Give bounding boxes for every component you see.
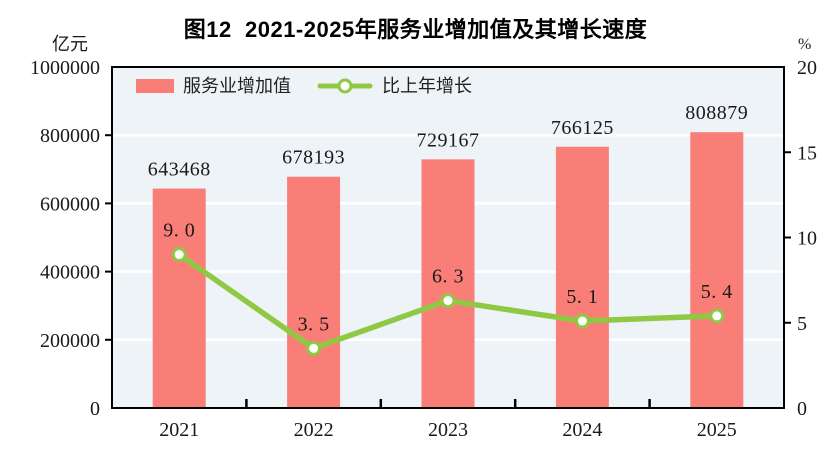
right-axis-unit: %	[798, 36, 812, 53]
left-axis-tick-label: 600000	[40, 193, 100, 215]
left-axis-tick-label: 400000	[40, 262, 100, 284]
bar-value-label: 729167	[417, 129, 480, 151]
right-axis-tick-label: 10	[797, 228, 817, 250]
x-axis-label-2021: 2021	[159, 419, 199, 441]
left-axis-tick-label: 800000	[40, 125, 100, 147]
left-axis-tick-label: 1000000	[30, 57, 100, 79]
legend-line-marker-icon	[317, 78, 373, 94]
bar-value-label: 766125	[551, 117, 614, 139]
chart-title: 图12 2021-2025年服务业增加值及其增长速度	[183, 17, 648, 42]
line-value-label: 9. 0	[163, 220, 195, 242]
line-marker-2022	[306, 340, 322, 356]
line-marker-2021	[171, 247, 187, 263]
line-marker-2023	[440, 293, 456, 309]
left-axis-unit: 亿元	[52, 34, 88, 54]
bar-2024	[555, 146, 609, 408]
legend-line-label: 比上年增长	[382, 76, 472, 96]
left-axis-tick-label: 200000	[40, 330, 100, 352]
right-axis-tick-label: 0	[797, 398, 807, 420]
line-marker-2025	[709, 308, 725, 324]
left-axis-tick-label: 0	[90, 398, 100, 420]
legend-bar-swatch-icon	[136, 79, 174, 93]
line-marker-2024	[574, 313, 590, 329]
bar-value-label: 643468	[148, 159, 211, 181]
line-value-label: 5. 4	[701, 281, 733, 303]
right-axis-tick-label: 20	[797, 57, 817, 79]
bar-2023	[421, 159, 475, 408]
x-axis-label-2023: 2023	[428, 419, 468, 441]
line-value-label: 5. 1	[566, 286, 598, 308]
bar-value-label: 678193	[282, 147, 345, 169]
x-axis-label-2025: 2025	[697, 419, 737, 441]
x-axis-label-2024: 2024	[562, 419, 602, 441]
right-axis-tick-label: 5	[797, 313, 807, 335]
right-axis-tick-label: 15	[797, 142, 817, 164]
bar-2025	[690, 132, 744, 409]
legend-bar-label: 服务业增加值	[183, 76, 291, 96]
line-value-label: 3. 5	[298, 313, 330, 335]
line-value-label: 6. 3	[432, 266, 464, 288]
bar-2022	[287, 176, 341, 408]
legend: 服务业增加值 比上年增长	[136, 77, 472, 95]
legend-line-marker	[337, 78, 353, 94]
bar-value-label: 808879	[685, 102, 748, 124]
x-axis-label-2022: 2022	[294, 419, 334, 441]
bar-2021	[152, 188, 206, 408]
